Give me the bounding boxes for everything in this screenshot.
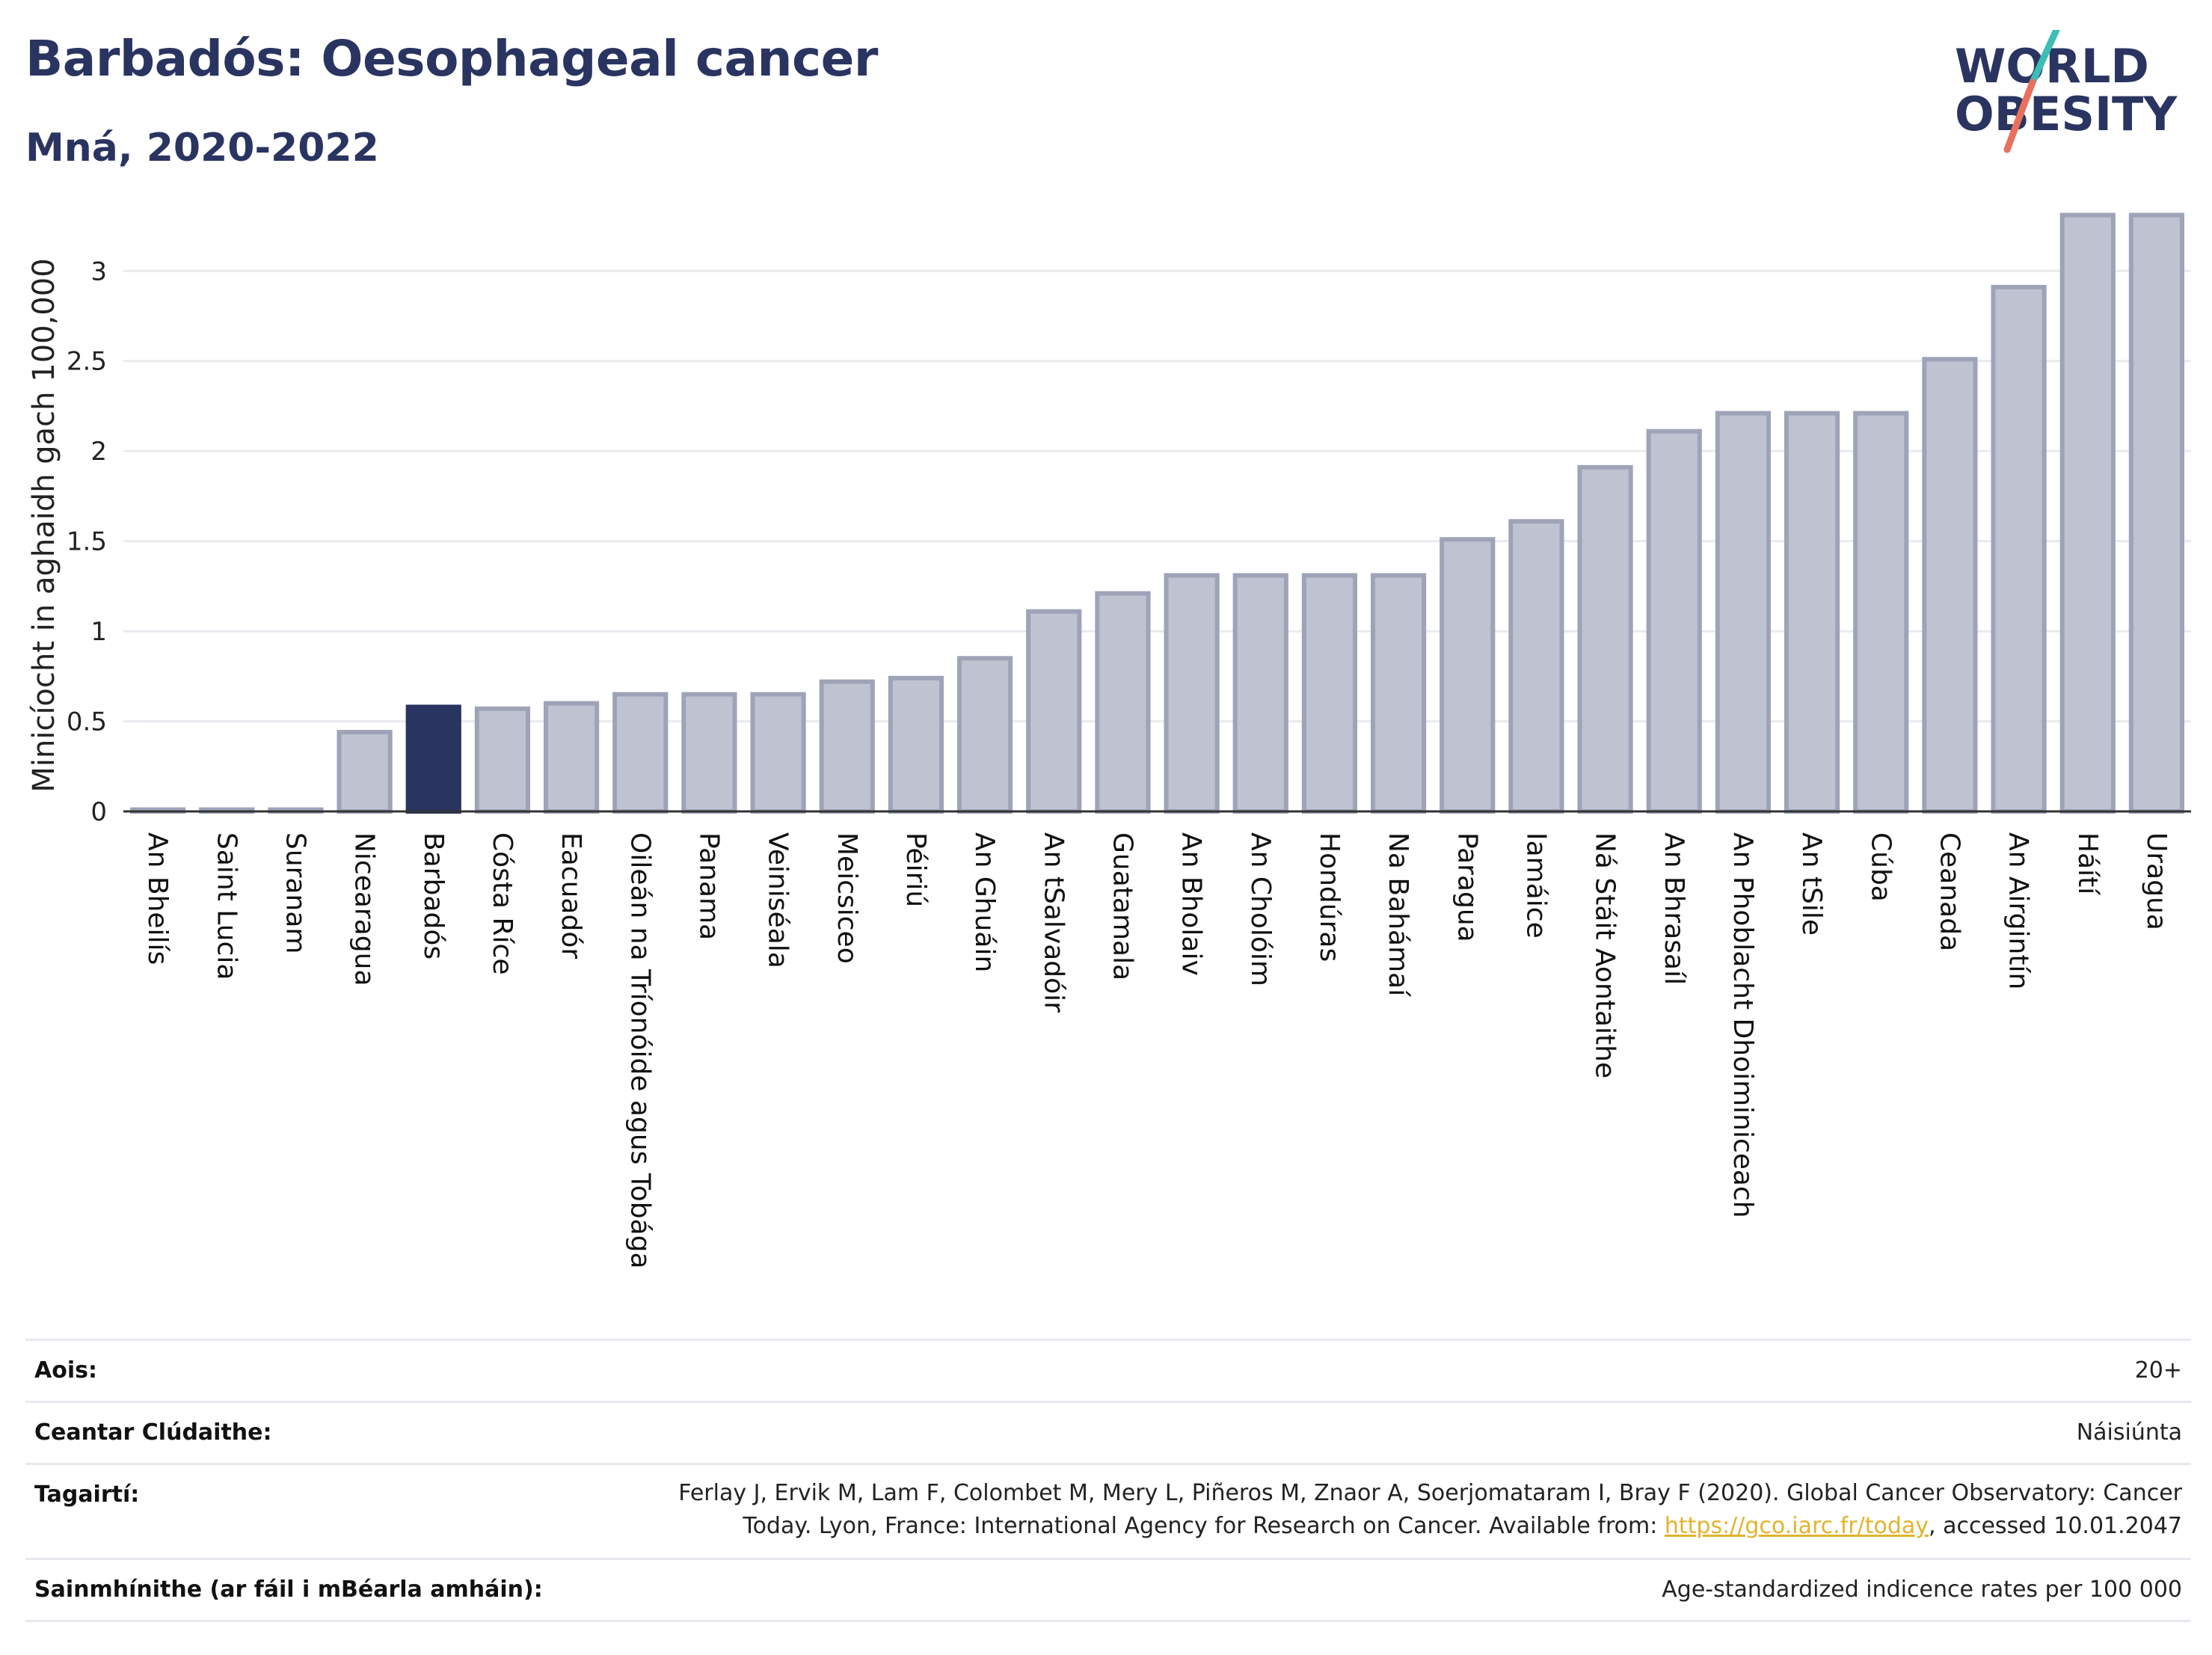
info-label-references: Tagairtí: <box>34 1481 140 1508</box>
bar <box>2128 212 2185 814</box>
x-tick-label: Paragua <box>1451 832 1482 942</box>
bar <box>1026 609 1082 814</box>
info-row-coverage: Ceantar Clúdaithe: Náisiúnta <box>25 1403 2191 1465</box>
info-row-age: Aois: 20+ <box>25 1341 2191 1403</box>
info-value-definitions: Age-standardized indicence rates per 100… <box>1662 1576 2182 1603</box>
bar <box>1991 284 2047 814</box>
x-tick-label: Péiriú <box>900 832 931 907</box>
bar <box>819 679 875 814</box>
world-obesity-logo: WORLD OBESITY <box>1955 30 2178 153</box>
info-value-age: 20+ <box>2134 1357 2182 1384</box>
logo-word-2: OBESITY <box>1955 87 2178 141</box>
x-tick-label: An Cholóim <box>1245 832 1276 986</box>
x-tick-label: Iamáice <box>1520 832 1551 939</box>
x-tick-label: Ceanada <box>1934 832 1964 951</box>
y-tick-label: 0 <box>90 797 107 827</box>
y-tick-label: 1 <box>90 617 107 647</box>
reference-line-2: Today. Lyon, France: International Agenc… <box>678 1510 2182 1543</box>
y-tick-label: 0.5 <box>67 707 107 737</box>
bar <box>474 706 531 814</box>
info-value-references: Ferlay J, Ervik M, Lam F, Colombet M, Me… <box>678 1477 2182 1543</box>
x-tick-label: An Ghuáin <box>969 832 1000 972</box>
info-row-references: Tagairtí: Ferlay J, Ervik M, Lam F, Colo… <box>25 1465 2191 1560</box>
reference-line-2-pre: Today. Lyon, France: International Agenc… <box>743 1513 1665 1539</box>
chart-title: Barbadós: Oesophageal cancer <box>25 30 878 87</box>
x-tick-label: Guatamala <box>1107 832 1137 980</box>
x-tick-label: Barbadós <box>418 832 449 959</box>
info-label-definitions: Sainmhínithe (ar fáil i mBéarla amháin): <box>34 1576 543 1603</box>
x-tick-label: Uragua <box>2141 832 2172 930</box>
info-label-age: Aois: <box>34 1357 97 1384</box>
logo-slash-teal <box>2029 30 2060 86</box>
bar <box>1095 591 1151 814</box>
y-tick-label: 2 <box>90 437 107 467</box>
bar-chart: 0 0.5 1 1.5 2 2.5 3 Minicíocht in aghaidh gach … <box>27 212 2191 1269</box>
y-tick-label: 3 <box>90 257 107 286</box>
bar <box>1370 573 1427 814</box>
y-axis-label: Minicíocht in aghaidh gach 100,000 <box>27 258 61 792</box>
x-tick-label: Hondúras <box>1314 832 1345 962</box>
x-tick-label: Cósta Ríce <box>487 832 517 975</box>
bar <box>681 692 737 814</box>
bar <box>1853 411 1909 814</box>
x-tick-label: Saint Lucia <box>211 832 242 980</box>
logo-slash-red <box>2003 79 2036 153</box>
x-tick-label: An Bholaiv <box>1176 832 1207 976</box>
logo-word-1: WORLD <box>1955 39 2149 93</box>
reference-link[interactable]: https://gco.iarc.fr/today <box>1664 1513 1929 1539</box>
info-row-definitions: Sainmhínithe (ar fáil i mBéarla amháin):… <box>25 1560 2191 1622</box>
x-tick-label: Cúba <box>1865 832 1896 902</box>
x-tick-label: An tSile <box>1796 832 1827 936</box>
bar <box>750 692 806 814</box>
info-table: Aois: 20+ Ceantar Clúdaithe: Náisiúnta T… <box>25 1339 2191 1622</box>
x-tick-label: An Bhrasaíl <box>1659 832 1689 985</box>
y-tick-label: 1.5 <box>67 527 107 557</box>
bar <box>1440 537 1496 814</box>
x-tick-label: Suranam <box>280 832 310 954</box>
y-tick-label: 2.5 <box>67 347 107 377</box>
info-label-coverage: Ceantar Clúdaithe: <box>34 1419 272 1446</box>
bar <box>888 675 944 814</box>
bar <box>1301 573 1358 814</box>
bar <box>1508 519 1564 814</box>
chart-subtitle: Mná, 2020-2022 <box>25 126 379 171</box>
bar <box>1784 411 1840 814</box>
bar <box>337 730 393 814</box>
x-tick-label: Panama <box>693 832 724 940</box>
reference-line-2-post: , accessed 10.01.2047 <box>1929 1513 2182 1539</box>
bar <box>1232 573 1288 814</box>
x-tick-label: Oileán na Tríonóide agus Tobága <box>624 832 655 1269</box>
x-tick-label: Meicsiceo <box>832 832 862 964</box>
bar <box>1922 357 1978 814</box>
bar <box>956 656 1013 814</box>
x-tick-label: Na Bahámaí <box>1383 832 1413 997</box>
x-tick-label: An tSalvadóir <box>1038 832 1069 1013</box>
x-tick-label: An Phoblacht Dhoiminiceach <box>1727 832 1758 1218</box>
bar <box>2059 212 2116 814</box>
x-tick-label: Nicearagua <box>349 832 380 986</box>
x-tick-label: Veiniséala <box>763 832 793 968</box>
bar <box>1715 411 1772 814</box>
x-tick-label: Háítí <box>2072 832 2103 895</box>
x-tick-label: An Airgintín <box>2003 832 2034 989</box>
bar <box>1577 464 1633 814</box>
x-tick-label: Ná Stáit Aontaithe <box>1590 832 1620 1078</box>
x-tick-label: Eacuadór <box>556 832 586 959</box>
bar <box>612 692 669 814</box>
bar-highlight <box>405 704 461 814</box>
bar <box>543 701 600 814</box>
x-tick-label: An Bheilís <box>142 832 173 965</box>
info-value-coverage: Náisiúnta <box>2076 1419 2182 1446</box>
bar <box>1164 573 1220 814</box>
bar <box>1646 429 1702 814</box>
reference-line-1: Ferlay J, Ervik M, Lam F, Colombet M, Me… <box>678 1480 2182 1506</box>
